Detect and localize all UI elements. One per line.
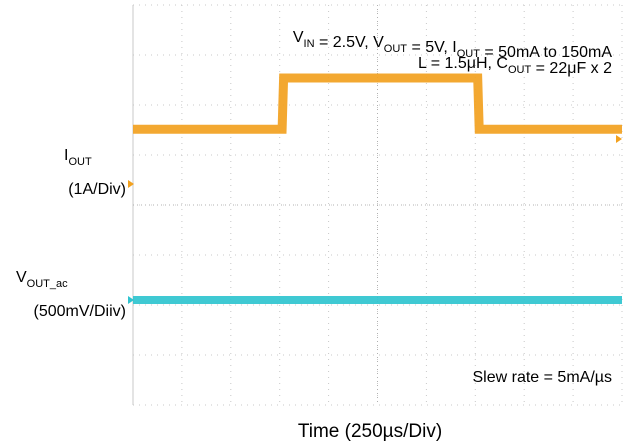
iout-right-marker: [616, 135, 622, 143]
grid: [132, 4, 623, 406]
vout-scale: (500mV/Diiv): [34, 303, 126, 320]
iout-label: IOUT: [64, 147, 92, 168]
vout-label: VOUT_ac: [16, 269, 68, 290]
vout-channel-marker: [128, 296, 134, 304]
iout-trace: [133, 73, 622, 134]
conditions-line-2: L = 1.5μH, COUT = 22μF x 2: [418, 55, 612, 77]
iout-channel-marker: [128, 180, 134, 188]
traces: [128, 73, 622, 304]
conditions-line-1: VIN = 2.5V, VOUT = 5V, IOUT = 50mA to 15…: [293, 29, 612, 61]
slew-rate-annotation: Slew rate = 5mA/µs: [473, 369, 613, 386]
x-axis-label: Time (250µs/Div): [298, 421, 442, 442]
iout-scale: (1A/Div): [68, 181, 126, 198]
